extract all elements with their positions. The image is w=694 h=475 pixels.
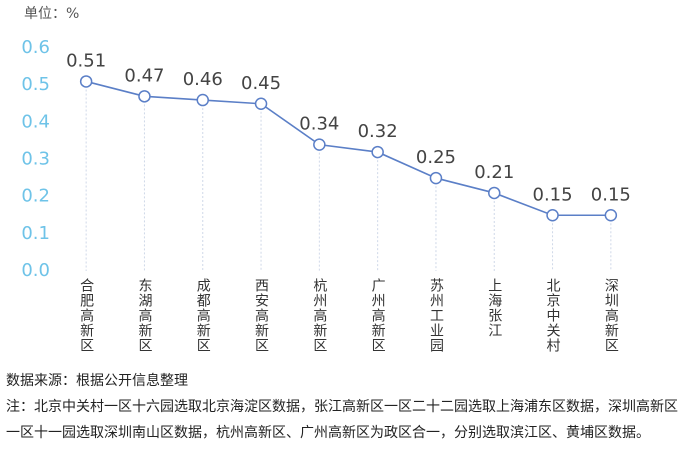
y-tick-label: 0.2 <box>21 186 50 207</box>
y-tick-label: 0.1 <box>21 223 50 244</box>
marker <box>196 93 209 107</box>
value-label: 0.51 <box>66 50 106 71</box>
footer: 数据来源：根据公开信息整理 注：北京中关村一区十六园选取北京海淀区数据，张江高新… <box>6 368 690 446</box>
source: 数据来源：根据公开信息整理 <box>6 373 188 389</box>
marker <box>371 145 384 159</box>
marker <box>313 138 326 151</box>
line <box>85 80 611 217</box>
note: 注：北京中关村一区十六园选取北京海淀区数据，张江高新区一区二十二园选取上海浦东区… <box>6 399 678 441</box>
value-label: 0.15 <box>533 184 573 205</box>
x-tick-label: 成都高新区 <box>195 278 211 353</box>
y-tick-label: 0.0 <box>21 260 50 281</box>
x-tick-label: 杭州高新区 <box>311 278 327 353</box>
value-label: 0.47 <box>124 65 164 86</box>
value-label: 0.21 <box>474 162 514 183</box>
unit-label: 单位：% <box>24 6 79 22</box>
marker <box>254 97 268 110</box>
value-label: 0.45 <box>241 73 281 94</box>
marker <box>429 171 443 185</box>
marker <box>79 75 93 88</box>
x-tick-label: 东湖高新区 <box>136 278 152 353</box>
chart: 单位：% 0.0 0.1 0.2 0.3 0.4 0.5 0.6 合肥高新区 东湖高新区 成都高新… <box>21 6 631 353</box>
marker <box>604 209 618 222</box>
marker <box>488 186 501 200</box>
x-tick-label: 广州高新区 <box>370 278 386 353</box>
y-tick-label: 0.5 <box>21 74 50 95</box>
value-label: 0.34 <box>299 114 339 135</box>
y-tick-label: 0.6 <box>21 37 50 58</box>
value-label: 0.25 <box>416 147 456 168</box>
marker <box>546 209 559 222</box>
value-label: 0.46 <box>183 69 223 90</box>
y-tick-label: 0.3 <box>21 149 50 170</box>
value-label: 0.15 <box>591 184 631 205</box>
x-tick-label: 深圳高新区 <box>603 278 619 353</box>
x-tick-label: 苏州工业园 <box>428 278 444 353</box>
x-tick-label: 西安高新区 <box>253 278 269 353</box>
marker <box>138 90 151 103</box>
x-tick-label: 上海张江 <box>486 278 502 338</box>
x-tick-label: 合肥高新区 <box>78 278 94 353</box>
value-label: 0.32 <box>358 121 398 142</box>
y-tick-label: 0.4 <box>21 111 50 132</box>
x-tick-label: 北京中关村 <box>545 278 561 353</box>
